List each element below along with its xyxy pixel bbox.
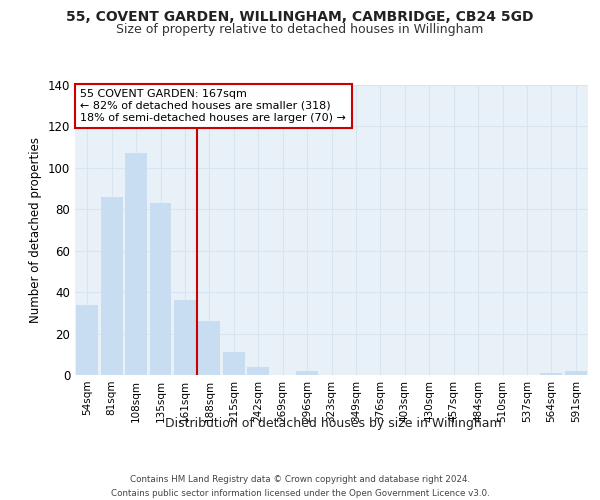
- Text: Contains HM Land Registry data © Crown copyright and database right 2024.
Contai: Contains HM Land Registry data © Crown c…: [110, 476, 490, 498]
- Bar: [125, 154, 147, 375]
- Bar: [174, 300, 196, 375]
- Text: Distribution of detached houses by size in Willingham: Distribution of detached houses by size …: [164, 418, 502, 430]
- Bar: [565, 371, 587, 375]
- Y-axis label: Number of detached properties: Number of detached properties: [29, 137, 42, 323]
- Bar: [149, 203, 172, 375]
- Bar: [76, 304, 98, 375]
- Bar: [247, 366, 269, 375]
- Bar: [101, 197, 122, 375]
- Text: Size of property relative to detached houses in Willingham: Size of property relative to detached ho…: [116, 22, 484, 36]
- Bar: [223, 352, 245, 375]
- Bar: [296, 371, 318, 375]
- Text: 55, COVENT GARDEN, WILLINGHAM, CAMBRIDGE, CB24 5GD: 55, COVENT GARDEN, WILLINGHAM, CAMBRIDGE…: [66, 10, 534, 24]
- Bar: [199, 321, 220, 375]
- Text: 55 COVENT GARDEN: 167sqm
← 82% of detached houses are smaller (318)
18% of semi-: 55 COVENT GARDEN: 167sqm ← 82% of detach…: [80, 90, 346, 122]
- Bar: [541, 373, 562, 375]
